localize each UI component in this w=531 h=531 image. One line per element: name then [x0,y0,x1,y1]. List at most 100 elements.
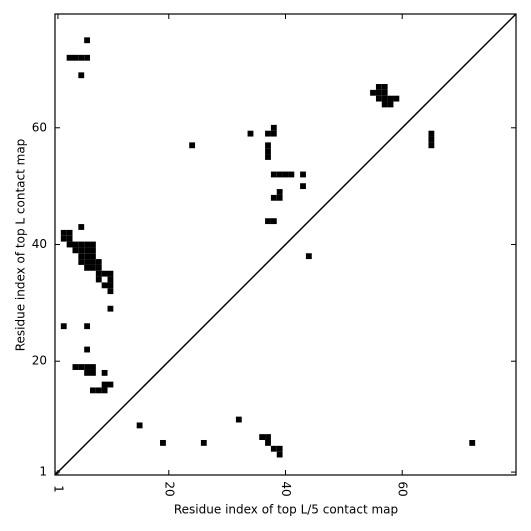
y-tick-label: 60 [32,120,47,134]
contact-cell [270,130,277,137]
contact-cell [387,95,394,102]
contact-cell [78,247,85,254]
contact-cell [270,445,277,452]
contact-cell [270,124,277,131]
y-axis-label: Residue index of top L contact map [14,139,28,352]
contact-cell [107,305,114,312]
contact-cell [276,189,283,195]
contact-cell [84,259,91,265]
contact-cell [90,241,96,248]
contact-cell [375,84,382,90]
y-tick-label: 40 [32,237,47,251]
x-tick-label: 20 [162,481,176,496]
contact-cell [84,54,91,61]
contact-cell [101,282,108,289]
contact-cell [370,89,376,96]
contact-cell [270,194,277,201]
contact-cell [276,194,283,201]
contact-cell [90,369,96,376]
contact-cell [282,171,289,178]
contact-cell [375,95,382,102]
contact-cell [101,369,108,376]
contact-cell [66,241,73,248]
contact-cell [84,253,91,260]
contact-cell [107,381,114,388]
contact-cell [136,422,143,429]
contact-cell [90,364,96,370]
contact-cell [189,142,196,149]
contact-cell [66,54,73,61]
contact-cell [428,130,435,137]
contact-cell [78,72,85,79]
contact-cell [84,241,91,248]
contact-cell [265,218,271,225]
contact-cell [84,37,91,44]
contact-cell [200,439,207,446]
contact-cell [259,434,266,440]
contact-cell [265,434,271,440]
contact-cell [72,247,79,254]
contact-cell [387,101,394,108]
contact-cell [469,439,476,446]
contact-cell [66,229,73,236]
contact-cell [90,387,96,394]
contact-cell [265,439,271,446]
contact-cell [276,171,283,178]
contact-cell [101,381,108,388]
contact-cell [90,247,96,254]
x-tick-label: 1 [51,485,65,493]
y-tick-label: 1 [39,465,47,479]
contact-cell [381,95,388,102]
contact-cell [428,142,435,149]
contact-cell [84,369,91,376]
contact-cell [276,445,283,452]
contact-cell [78,364,85,370]
contact-cell [381,101,388,108]
contact-cell [101,387,108,394]
contact-cell [107,276,114,283]
contact-cell [265,142,271,149]
contact-cell [78,224,85,230]
x-axis-label: Residue index of top L/5 contact map [174,503,398,517]
contact-cell [60,323,67,330]
contact-cell [305,253,312,260]
contact-cell [101,270,108,277]
y-tick-label: 20 [32,354,47,368]
contact-cell [160,439,166,446]
contact-cell [72,241,79,248]
contact-cell [60,235,67,242]
contact-cell [84,264,91,271]
contact-cell [78,54,85,61]
contact-cell [428,136,435,143]
contact-cell [288,171,295,178]
contact-cell [72,364,79,370]
contact-cell [107,282,114,289]
contact-cell [381,89,388,96]
contact-cell [84,323,91,330]
contact-cell [66,235,73,242]
contact-cell [95,270,102,277]
contact-cell [247,130,254,137]
contact-cell [270,171,277,178]
contact-cell [90,264,96,271]
contact-cell [95,264,102,271]
contact-cell [265,154,271,160]
contact-cell [107,288,114,295]
contact-cell [265,130,271,137]
contact-cell [78,259,85,265]
contact-cell [375,89,382,96]
contact-cell [381,84,388,90]
contact-cell [300,171,306,178]
contact-cell [84,346,91,353]
contact-cell [265,148,271,155]
contact-cell [90,259,96,265]
contact-cell [393,95,400,102]
contact-cell [276,451,283,458]
contact-cell [72,54,79,61]
contact-cell [95,259,102,265]
contact-cell [95,387,102,394]
contact-cell [235,416,242,423]
contact-cell [300,183,306,190]
